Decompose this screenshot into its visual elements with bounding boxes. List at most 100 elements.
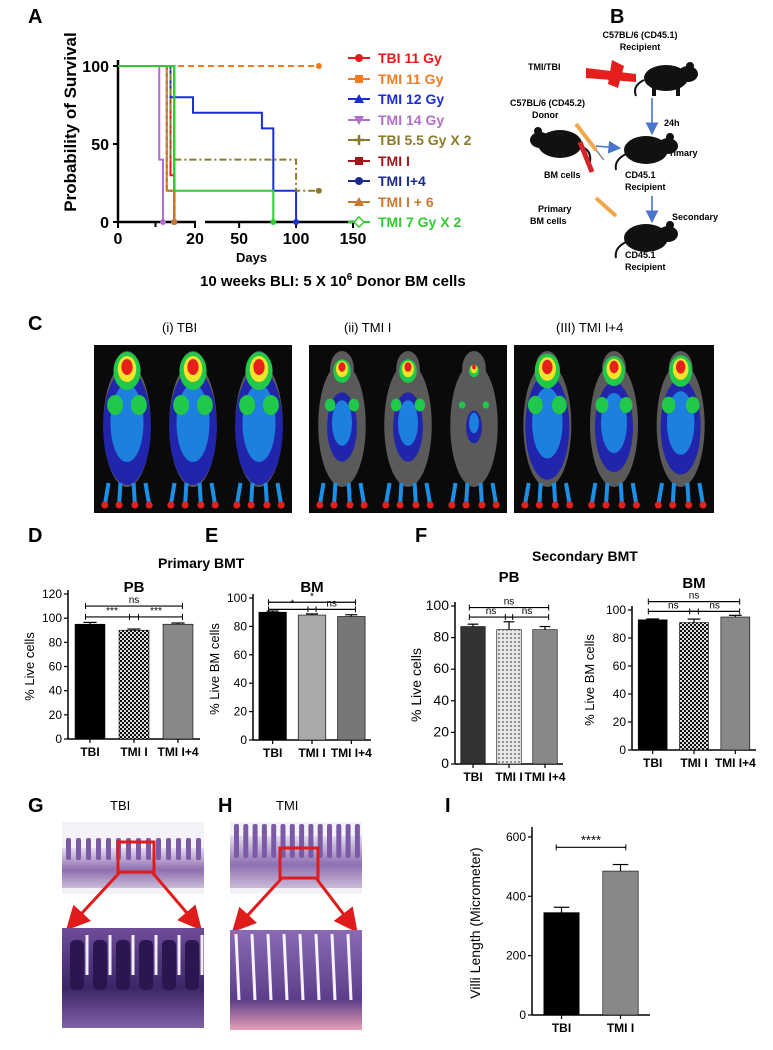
villus <box>289 824 295 858</box>
panel-letter-b: B <box>610 6 625 28</box>
significance-label: ns <box>486 606 497 617</box>
villus <box>176 838 181 860</box>
bar-chart-ytick-label: 100 <box>227 591 247 605</box>
survival-legend-label: TMI 14 Gy <box>378 111 445 128</box>
panel-letter-e: E <box>205 525 219 547</box>
bli-mouse <box>654 351 707 509</box>
significance-label: *** <box>106 606 118 617</box>
bar-chart-category-label: TMI I <box>298 746 325 760</box>
bar-chart-category-label: TMI I <box>120 745 147 759</box>
radiation-beam-icon <box>586 60 636 88</box>
bmt-schematic: C57BL/6 (CD45.1) Recipient TMI/TBI C57BL… <box>510 30 718 272</box>
bli-label-tmi-i: (ii) TMI I <box>344 320 392 335</box>
mouse-icon <box>614 133 678 171</box>
survival-legend: TBI 11 Gy TMI 11 Gy TMI 12 Gy TMI 14 Gy TBI … <box>348 48 471 233</box>
recipient-mid-line2: Recipient <box>625 182 666 192</box>
bar-chart-ytick-label: 200 <box>506 949 526 963</box>
survival-legend-label: TMI I + 6 <box>378 193 434 210</box>
bar-chart-ytick-label: 0 <box>619 743 626 757</box>
bar-chart-ytick-label: 20 <box>234 705 248 719</box>
survival-series-marker <box>315 63 322 69</box>
villus <box>261 824 267 858</box>
significance-label: ns <box>129 595 140 606</box>
bar-chart-ytick-label: 80 <box>613 631 627 645</box>
survival-xtick-label: 100 <box>283 231 310 248</box>
villus <box>186 838 191 860</box>
significance-label: * <box>310 591 314 602</box>
significance-label: ns <box>668 600 679 611</box>
bli-mouse <box>382 351 434 509</box>
arrow-icon <box>314 877 358 933</box>
primary-bm-line2: BM cells <box>530 216 567 226</box>
legend-marker-icon <box>348 74 370 83</box>
legend-marker-icon <box>348 94 370 104</box>
panel-letter-g: G <box>28 795 44 817</box>
time-label: 24h <box>664 118 680 128</box>
bar-chart-category-label: TMI I+4 <box>715 756 756 770</box>
mouse-icon <box>634 62 698 97</box>
bli-caption-prefix: 10 weeks BLI: 5 X 10 <box>200 273 347 290</box>
primary-bm-line1: Primary <box>538 204 572 214</box>
tmi-tbi-label: TMI/TBI <box>528 62 561 72</box>
bar <box>532 629 558 765</box>
villus <box>106 838 111 860</box>
bar-chart-ytick-label: 20 <box>613 715 627 729</box>
panel-letter-h: H <box>218 795 233 817</box>
survival-ytick-label: 50 <box>91 137 109 154</box>
bli-mouse <box>448 351 500 509</box>
secondary-label: Secondary <box>672 212 718 222</box>
survival-legend-item: TBI 11 Gy <box>348 48 471 69</box>
villus <box>308 824 314 858</box>
survival-series-line <box>118 65 275 222</box>
panel-letter-c: C <box>28 313 43 335</box>
bar-chart-title: PB <box>499 569 520 586</box>
histology-label-tbi: TBI <box>110 798 131 813</box>
survival-series-marker <box>171 219 178 225</box>
histology-tmi-overview <box>230 822 362 894</box>
bar-chart-category-label: TMI I+4 <box>331 746 372 760</box>
bar-chart-ytick-label: 0 <box>240 733 247 747</box>
bar-chart-category-label: TBI <box>643 756 662 770</box>
bar-chart-ytick-label: 60 <box>49 660 63 674</box>
survival-legend-item: TMI 11 Gy <box>348 69 471 90</box>
legend-marker-icon <box>348 196 370 206</box>
legend-marker-icon <box>348 135 370 146</box>
bli-caption-exp: 6 <box>346 272 353 283</box>
secondary-bmt-title: Secondary BMT <box>532 548 638 564</box>
villus-gap <box>330 933 337 1001</box>
recipient-mid-line1: CD45.1 <box>625 170 656 180</box>
bli-image-group <box>94 345 292 513</box>
bar-chart-category-label: TMI I <box>607 1021 634 1035</box>
survival-legend-item: TMI 14 Gy <box>348 110 471 131</box>
survival-ytick-label: 100 <box>82 59 109 76</box>
legend-marker-icon <box>348 216 370 229</box>
bli-caption-suffix: Donor BM cells <box>352 273 466 290</box>
villus <box>243 824 249 858</box>
villus-gap <box>298 933 305 1001</box>
zoom-box <box>278 846 320 880</box>
villus <box>299 824 305 858</box>
significance-label: ns <box>689 591 700 602</box>
significance-label: ns <box>522 606 533 617</box>
bar-chart-ytick-label: 60 <box>433 660 449 676</box>
villus-gap <box>282 933 289 1001</box>
bone-icon <box>577 141 595 173</box>
significance-label: ns <box>709 600 720 611</box>
bar-chart-d: PB % Live cells 0 20 40 60 80 100 120 TBI TMI I TMI… <box>22 579 200 759</box>
villus <box>196 838 201 860</box>
bar <box>337 616 366 741</box>
bar-chart-category-label: TMI I+4 <box>524 770 565 784</box>
villus <box>327 824 332 858</box>
bar <box>74 623 106 740</box>
villus <box>70 940 84 990</box>
bar <box>258 611 287 741</box>
bar-chart-ylabel: % Live cells <box>22 632 37 701</box>
bli-image-group <box>514 345 714 513</box>
histology-label-tmi: TMI <box>276 798 299 813</box>
bar-chart-title: PB <box>124 579 145 596</box>
bar <box>297 614 327 741</box>
villus <box>185 940 199 990</box>
bar-chart-ytick-label: 120 <box>42 587 62 601</box>
villus <box>345 824 351 858</box>
bli-mouse <box>101 351 153 509</box>
